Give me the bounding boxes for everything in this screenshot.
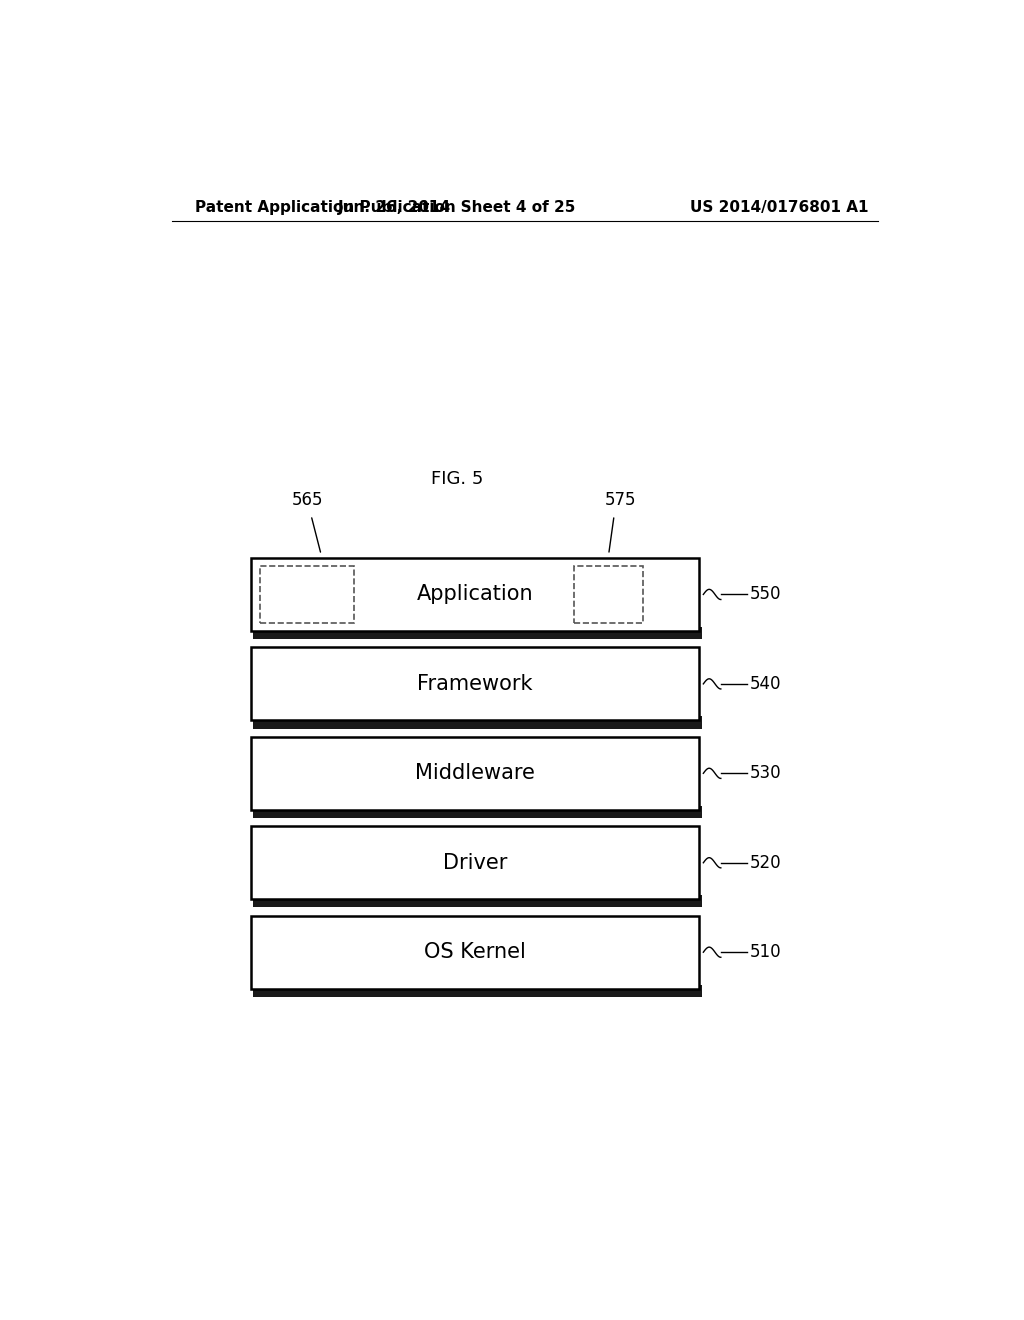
Bar bbox=[251, 826, 699, 899]
Bar bbox=[253, 717, 701, 729]
Text: US 2014/0176801 A1: US 2014/0176801 A1 bbox=[689, 199, 868, 215]
Text: 550: 550 bbox=[750, 586, 781, 603]
Text: 510: 510 bbox=[750, 944, 781, 961]
Text: 520: 520 bbox=[750, 854, 781, 871]
Text: 530: 530 bbox=[750, 764, 781, 783]
Bar bbox=[251, 916, 699, 989]
Bar bbox=[251, 647, 699, 721]
Text: Driver: Driver bbox=[443, 853, 507, 873]
Bar bbox=[253, 627, 701, 639]
Bar bbox=[573, 566, 643, 623]
Text: 540: 540 bbox=[750, 675, 781, 693]
Text: Patent Application Publication: Patent Application Publication bbox=[196, 199, 457, 215]
Text: FIG. 5: FIG. 5 bbox=[431, 470, 483, 487]
Text: Middleware: Middleware bbox=[416, 763, 536, 783]
Text: Application: Application bbox=[417, 585, 534, 605]
Text: 565: 565 bbox=[291, 491, 323, 510]
Text: OS Kernel: OS Kernel bbox=[424, 942, 526, 962]
Text: 575: 575 bbox=[605, 491, 636, 510]
Bar bbox=[251, 558, 699, 631]
Bar bbox=[260, 566, 354, 623]
Bar bbox=[253, 805, 701, 818]
Bar bbox=[253, 895, 701, 907]
Bar bbox=[251, 737, 699, 810]
Text: Framework: Framework bbox=[418, 675, 532, 694]
Text: Jun. 26, 2014  Sheet 4 of 25: Jun. 26, 2014 Sheet 4 of 25 bbox=[338, 199, 577, 215]
Bar bbox=[253, 985, 701, 997]
